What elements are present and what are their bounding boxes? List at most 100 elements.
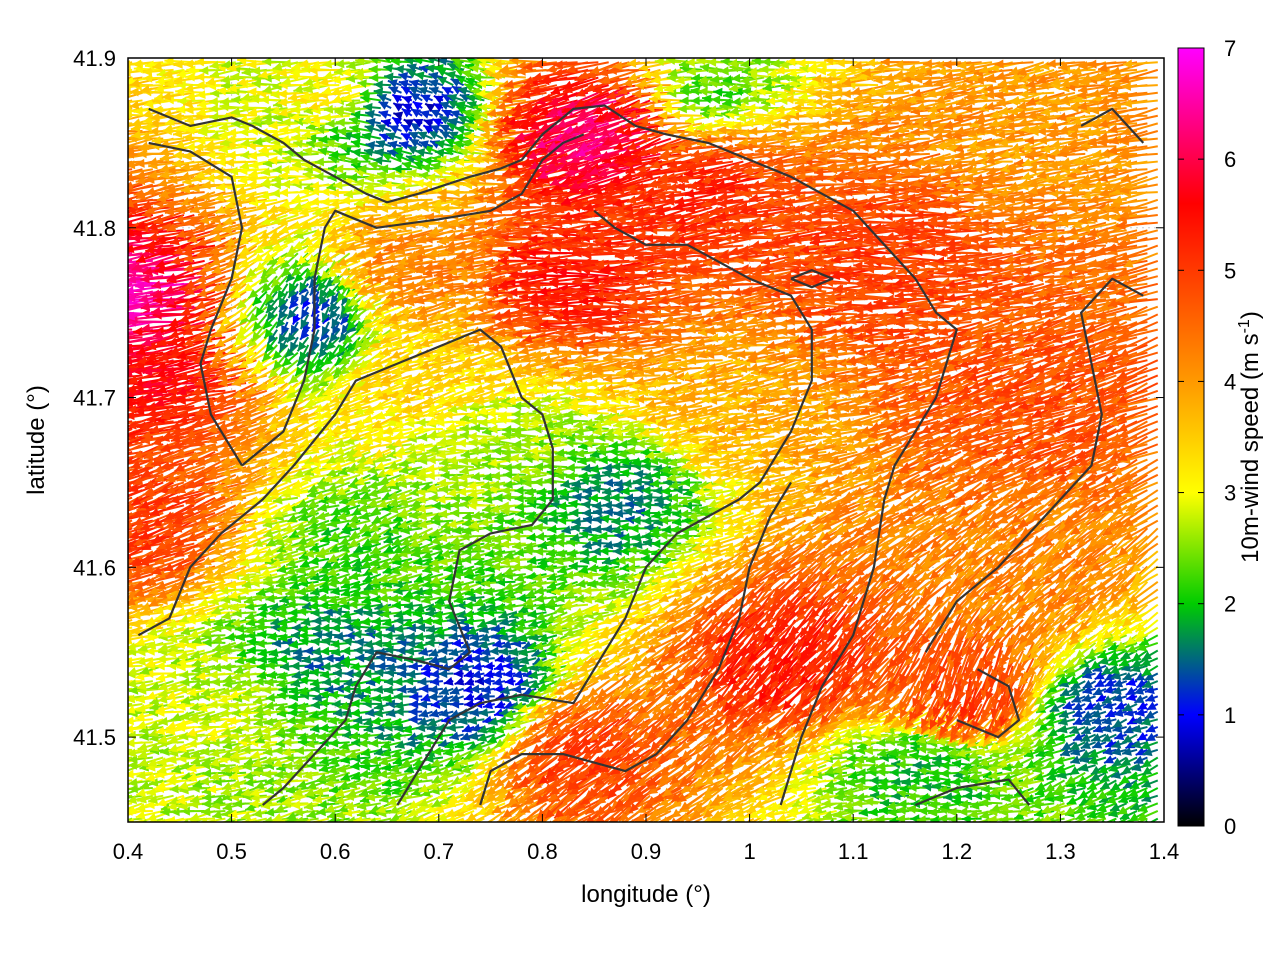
wind-arrow xyxy=(1139,787,1159,799)
wind-arrow xyxy=(722,794,755,812)
wind-arrow xyxy=(594,810,610,822)
wind-arrow xyxy=(1087,787,1107,800)
wind-arrow xyxy=(1086,802,1107,811)
wind-arrow xyxy=(1109,802,1128,812)
wind-arrow xyxy=(128,802,143,810)
wind-arrow xyxy=(240,787,268,797)
wind-arrow xyxy=(447,787,475,804)
wind-arrow xyxy=(1128,787,1148,798)
wind-arrow xyxy=(553,787,589,820)
wind-arrow xyxy=(798,787,827,798)
wind-arrow xyxy=(969,800,993,810)
wind-arrow xyxy=(564,802,599,822)
wind-arrow xyxy=(369,817,392,822)
wind-arrow xyxy=(344,801,371,811)
wind-arrow xyxy=(389,810,413,822)
wind-arrow xyxy=(128,527,133,532)
wind-arrow xyxy=(128,512,133,517)
wind-arrow xyxy=(285,785,309,795)
wind-arrow xyxy=(832,809,858,819)
wind-arrow xyxy=(296,779,319,789)
wind-arrow xyxy=(536,787,568,820)
wind-arrow xyxy=(891,791,910,801)
wind-arrow xyxy=(396,802,423,815)
wind-arrow xyxy=(853,798,879,808)
wind-arrow xyxy=(356,801,381,811)
wind-arrow xyxy=(990,802,1014,813)
wind-arrow xyxy=(128,580,133,584)
wind-arrow xyxy=(958,807,982,817)
wind-arrow xyxy=(128,817,143,821)
wind-arrow xyxy=(128,481,133,485)
wind-arrow xyxy=(1077,787,1097,800)
wind-arrow xyxy=(128,504,133,508)
wind-arrow xyxy=(767,817,775,822)
wind-arrow xyxy=(595,787,631,816)
wind-arrow xyxy=(128,588,133,593)
wind-arrow xyxy=(202,792,226,802)
wind-arrow xyxy=(378,794,402,804)
wind-arrow xyxy=(762,787,796,797)
wind-arrow xyxy=(724,817,734,822)
wind-arrow xyxy=(1136,810,1159,821)
wind-arrow xyxy=(200,817,226,822)
wind-arrow xyxy=(1066,785,1086,795)
wind-arrow xyxy=(128,473,133,478)
wind-arrow xyxy=(128,496,133,500)
wind-arrow xyxy=(128,603,133,607)
wind-arrow xyxy=(128,519,133,523)
wind-arrow xyxy=(979,798,1003,808)
wind-arrow xyxy=(1076,817,1096,822)
wind-arrow xyxy=(426,810,454,822)
wind-arrow xyxy=(1041,802,1065,814)
wind-arrow xyxy=(931,782,951,792)
wind-arrow xyxy=(128,443,133,448)
wind-arrow xyxy=(843,787,868,797)
wind-arrow xyxy=(693,787,724,812)
wind-arrow xyxy=(135,809,164,820)
wind-arrow xyxy=(997,784,1024,794)
wind-arrow xyxy=(353,815,381,822)
wind-arrow xyxy=(756,817,765,822)
wind-arrow xyxy=(147,794,174,804)
wind-arrow xyxy=(1137,802,1159,813)
wind-arrow xyxy=(464,817,475,822)
wind-arrow xyxy=(1096,802,1117,812)
wind-arrow xyxy=(451,817,465,822)
wind-arrow xyxy=(968,809,993,819)
wind-arrow xyxy=(128,489,133,493)
wind-arrow xyxy=(169,784,195,794)
wind-arrow xyxy=(624,817,631,822)
wind-arrow xyxy=(498,802,527,822)
wind-arrow xyxy=(434,802,464,813)
wind-arrow xyxy=(156,794,185,807)
wind-arrow xyxy=(896,805,920,815)
wind-arrow xyxy=(128,611,133,615)
wind-arrow xyxy=(812,802,837,813)
wind-arrow xyxy=(128,542,133,546)
wind-arrow xyxy=(474,817,485,822)
wind-arrow xyxy=(142,817,164,822)
wind-arrow xyxy=(536,794,568,822)
wind-arrow xyxy=(778,794,806,810)
wind-arrow xyxy=(1119,810,1138,820)
wind-arrow xyxy=(316,807,340,817)
wind-arrow xyxy=(1128,810,1148,822)
wind-arrow xyxy=(408,810,434,822)
wind-arrow xyxy=(201,807,226,817)
wind-arrow xyxy=(128,535,133,540)
wind-arrow xyxy=(1084,817,1107,822)
wind-arrow xyxy=(407,794,434,810)
wind-arrow xyxy=(1001,793,1024,803)
wind-arrow xyxy=(1053,793,1076,803)
wind-arrow xyxy=(342,808,371,818)
wind-arrow xyxy=(212,777,236,786)
wind-arrow xyxy=(128,458,133,463)
wind-arrow xyxy=(136,794,164,804)
wind-arrow xyxy=(128,466,133,470)
wind-arrow xyxy=(821,799,848,809)
wind-arrow xyxy=(822,809,848,820)
wind-arrow xyxy=(835,787,858,797)
wind-arrow xyxy=(1033,808,1055,818)
